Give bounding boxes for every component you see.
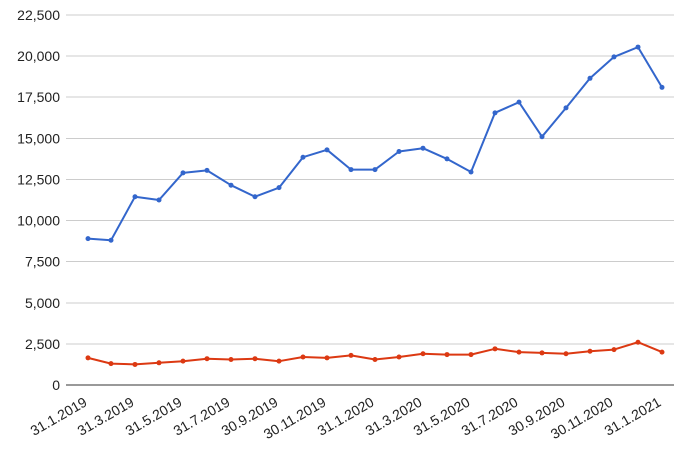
data-point-red[interactable]: [420, 351, 426, 357]
y-tick-label: 5,000: [25, 295, 60, 311]
data-point-red[interactable]: [635, 339, 641, 345]
data-point-blue[interactable]: [156, 197, 162, 203]
y-tick-label: 15,000: [17, 130, 60, 146]
data-point-red[interactable]: [132, 361, 138, 367]
data-point-blue[interactable]: [276, 185, 282, 191]
x-axis-tick-labels: 31.1.201931.3.201931.5.201931.7.201930.9…: [28, 394, 664, 442]
data-point-blue[interactable]: [372, 167, 378, 173]
data-point-blue[interactable]: [516, 99, 522, 105]
data-point-red[interactable]: [468, 352, 474, 358]
data-point-red[interactable]: [444, 352, 450, 358]
data-point-blue[interactable]: [468, 169, 474, 175]
data-point-red[interactable]: [276, 358, 282, 364]
data-point-blue[interactable]: [539, 134, 545, 140]
data-point-blue[interactable]: [563, 105, 569, 111]
data-point-red[interactable]: [252, 356, 258, 362]
data-point-red[interactable]: [156, 360, 162, 366]
data-point-red[interactable]: [300, 354, 306, 360]
data-point-red[interactable]: [108, 361, 114, 367]
series-lines: [87, 46, 663, 366]
data-point-blue[interactable]: [300, 154, 306, 160]
data-point-red[interactable]: [324, 355, 330, 361]
data-point-red[interactable]: [539, 350, 545, 356]
y-tick-label: 2,500: [25, 336, 60, 352]
y-tick-label: 17,500: [17, 89, 60, 105]
data-point-red[interactable]: [492, 346, 498, 352]
y-tick-label: 22,500: [17, 7, 60, 23]
data-point-blue[interactable]: [420, 145, 426, 151]
data-point-blue[interactable]: [611, 54, 617, 60]
y-tick-label: 7,500: [25, 254, 60, 270]
data-point-red[interactable]: [396, 354, 402, 360]
data-point-blue[interactable]: [180, 170, 186, 176]
series-line-blue: [87, 46, 663, 242]
data-point-red[interactable]: [372, 357, 378, 363]
series-points: [85, 44, 665, 367]
data-point-blue[interactable]: [348, 167, 354, 173]
data-point-blue[interactable]: [228, 182, 234, 188]
data-point-blue[interactable]: [444, 156, 450, 162]
y-tick-label: 0: [52, 377, 60, 393]
gridlines: [66, 14, 674, 386]
data-point-blue[interactable]: [204, 167, 210, 173]
data-point-blue[interactable]: [324, 147, 330, 153]
data-point-blue[interactable]: [252, 194, 258, 200]
data-point-red[interactable]: [516, 349, 522, 355]
y-tick-label: 12,500: [17, 171, 60, 187]
data-point-blue[interactable]: [659, 84, 665, 90]
data-point-red[interactable]: [659, 349, 665, 355]
data-point-blue[interactable]: [132, 194, 138, 200]
data-point-blue[interactable]: [396, 148, 402, 154]
data-point-red[interactable]: [563, 351, 569, 357]
data-point-red[interactable]: [85, 355, 91, 361]
data-point-blue[interactable]: [635, 44, 641, 50]
data-point-blue[interactable]: [108, 237, 114, 243]
data-point-red[interactable]: [348, 352, 354, 358]
y-tick-label: 20,000: [17, 48, 60, 64]
data-point-blue[interactable]: [85, 236, 91, 242]
y-tick-label: 10,000: [17, 213, 60, 229]
data-point-red[interactable]: [180, 358, 186, 364]
data-point-red[interactable]: [228, 357, 234, 363]
data-point-red[interactable]: [587, 348, 593, 354]
y-axis-tick-labels: 0 2,500 5,000 7,500 10,000 12,500 15,000 17,500…: [17, 7, 60, 393]
data-point-red[interactable]: [611, 347, 617, 353]
data-point-blue[interactable]: [587, 75, 593, 81]
data-point-blue[interactable]: [492, 110, 498, 116]
data-point-red[interactable]: [204, 356, 210, 362]
